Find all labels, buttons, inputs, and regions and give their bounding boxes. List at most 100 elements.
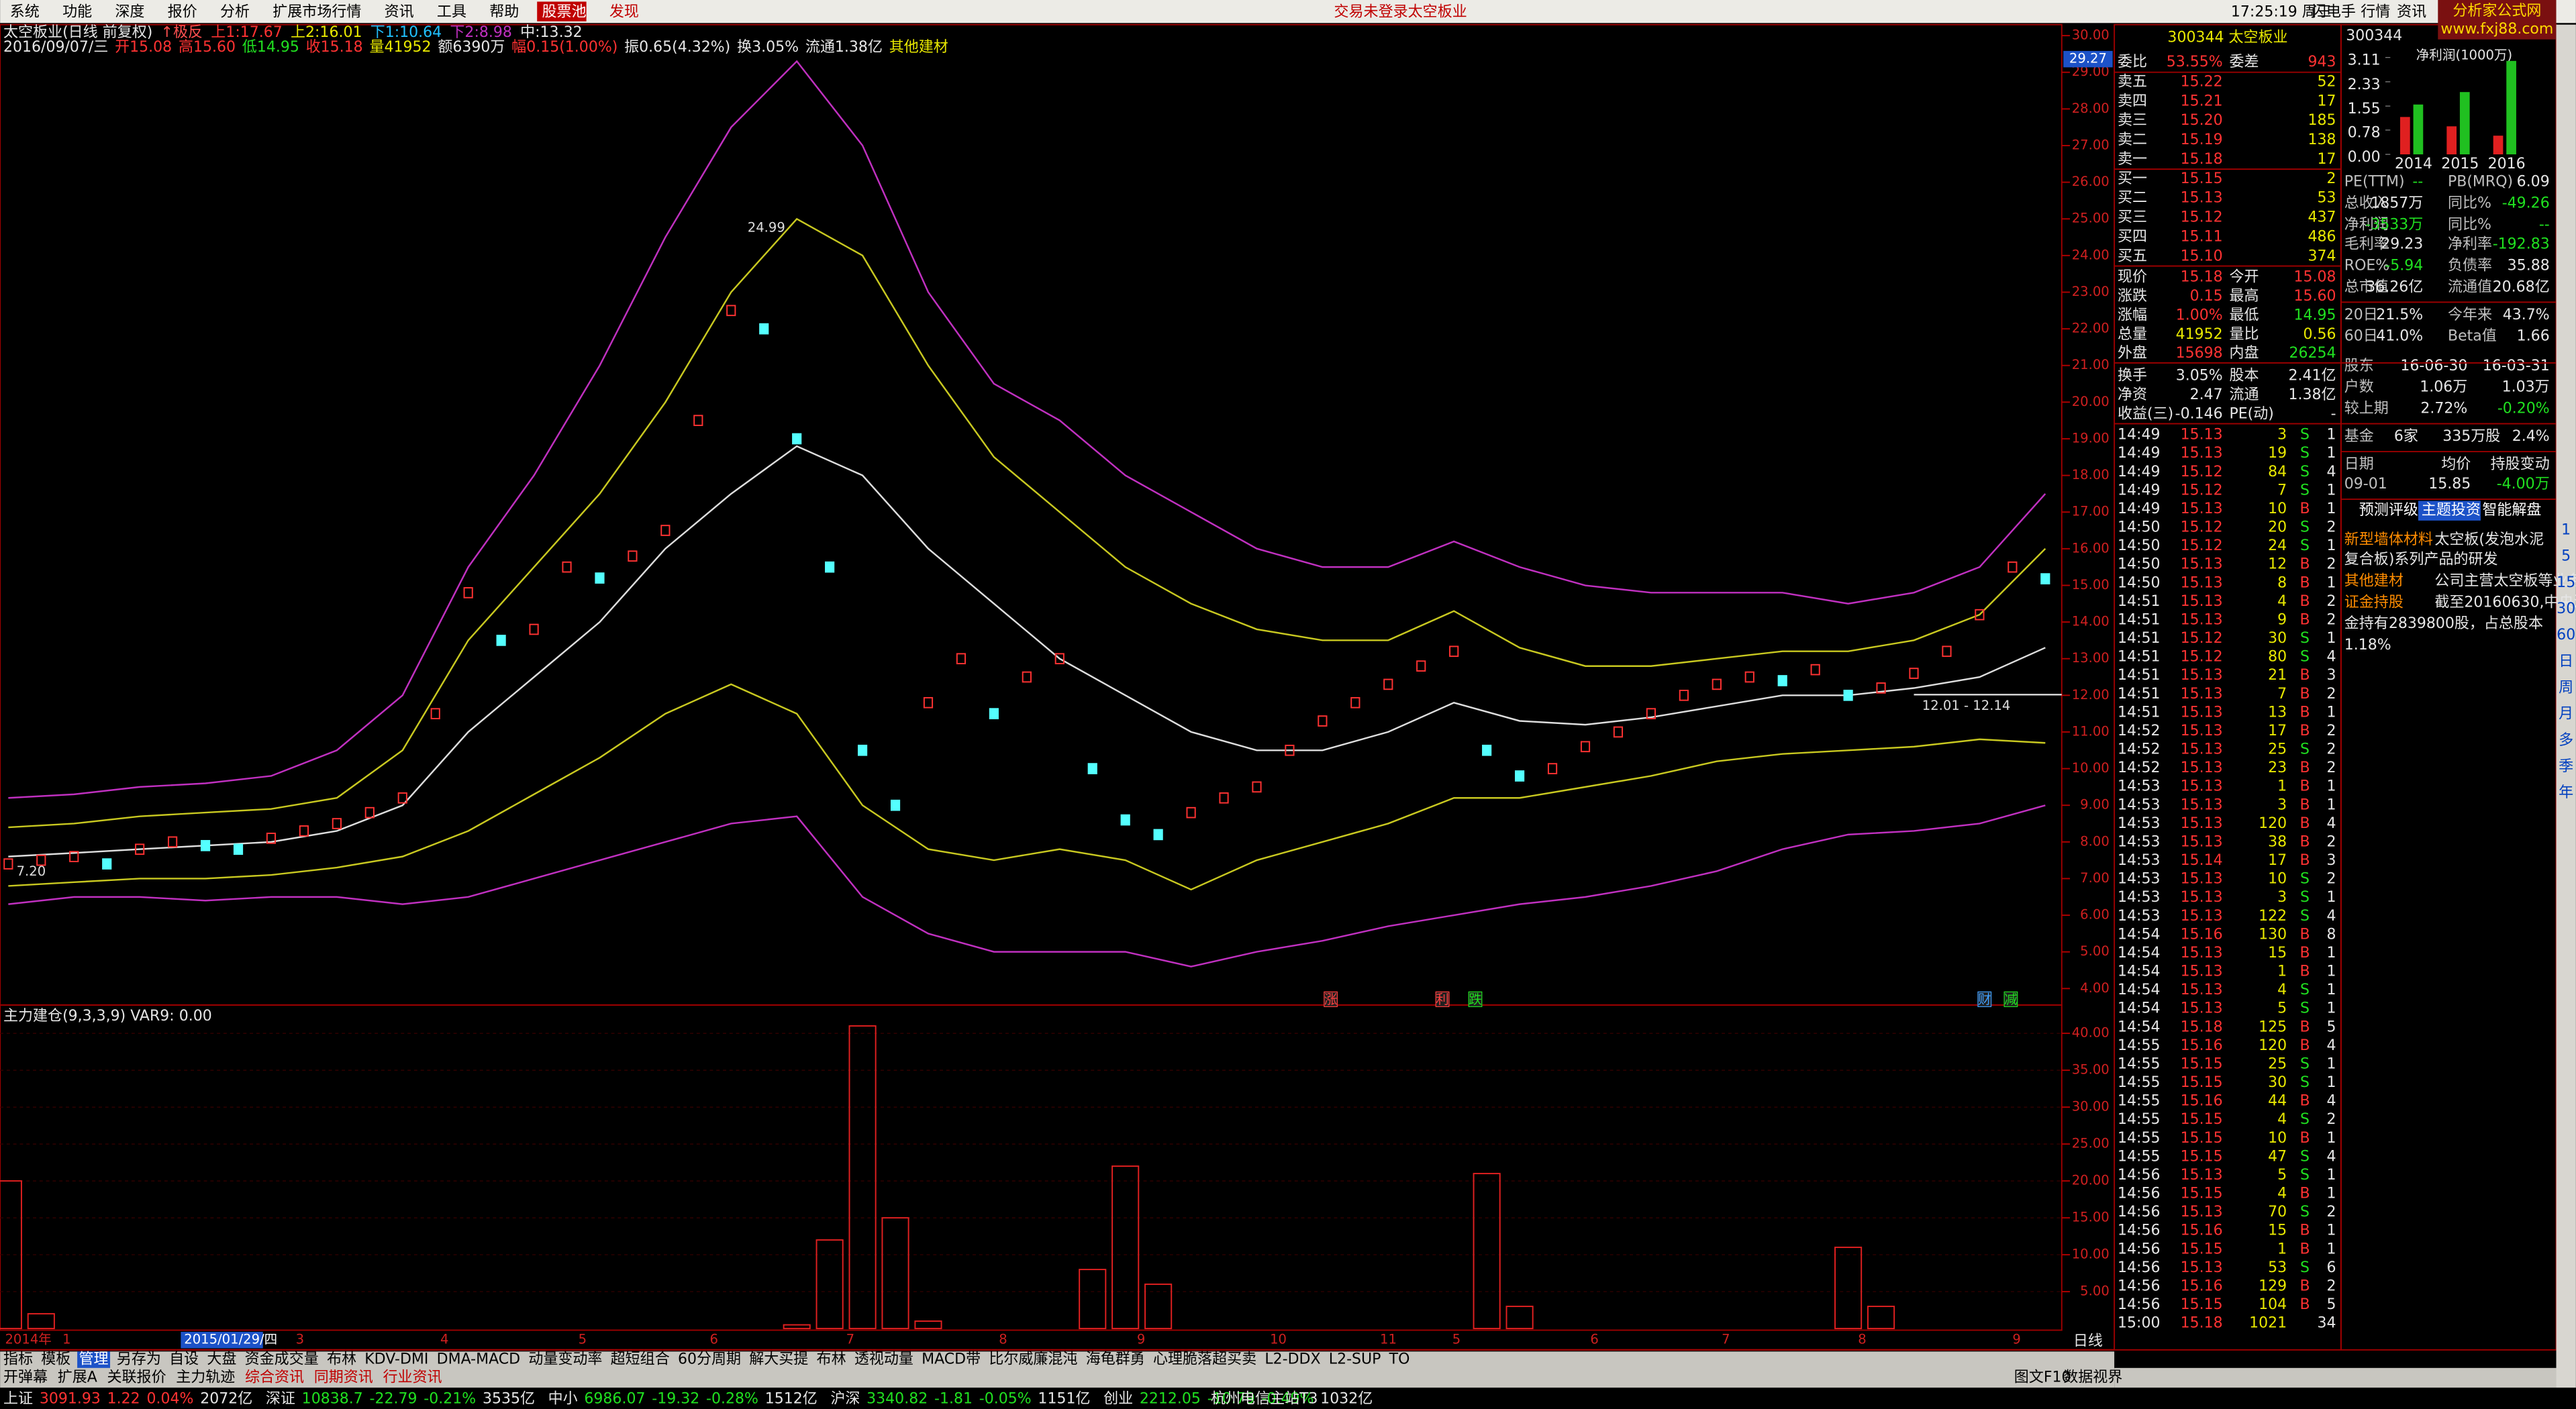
trade-time: 14:56: [2118, 1222, 2160, 1239]
period-button[interactable]: 1: [2561, 522, 2571, 539]
quote-cell: 26254: [2289, 345, 2336, 362]
period-button[interactable]: 季: [2559, 758, 2573, 775]
event-marker[interactable]: 利: [1436, 992, 1449, 1007]
trade-volume: 15: [2268, 945, 2287, 961]
candle: [233, 843, 244, 855]
candle: [1580, 741, 1591, 753]
indicator-tab[interactable]: 另存为: [117, 1351, 161, 1368]
period-button[interactable]: 15: [2557, 574, 2575, 591]
info-tab[interactable]: 综合资讯: [245, 1369, 304, 1386]
trade-side: S: [2300, 1000, 2310, 1017]
indicator-tab[interactable]: 动量变动率: [528, 1351, 602, 1368]
info-tab[interactable]: 开弹幕: [3, 1369, 48, 1386]
indicator-tab[interactable]: 指标: [3, 1351, 33, 1368]
menu-item[interactable]: 报价: [168, 3, 197, 20]
menu-item[interactable]: 功能: [62, 3, 92, 20]
profile-tab[interactable]: 预测评级: [2359, 502, 2418, 519]
menu-item[interactable]: 深度: [115, 3, 144, 20]
indicator-tab[interactable]: 解大买提: [749, 1351, 808, 1368]
info-tab[interactable]: 关联报价: [107, 1369, 166, 1386]
event-marker[interactable]: 涨: [1324, 992, 1338, 1007]
fund-cell: 335万股: [2442, 428, 2500, 445]
cursor-label: 29.27: [2069, 51, 2107, 66]
period-button[interactable]: 5: [2561, 548, 2571, 565]
indicator-bar: [27, 1313, 55, 1330]
indicator-bar: [914, 1320, 942, 1330]
indicator-tab[interactable]: 大盘: [207, 1351, 236, 1368]
indicator-bar: [1867, 1306, 1895, 1330]
menu-item[interactable]: 股票池: [542, 3, 587, 20]
trade-side: B: [2299, 1037, 2310, 1054]
indicator-tab[interactable]: L2-DDX: [1265, 1351, 1320, 1368]
period-button[interactable]: 月: [2559, 706, 2573, 723]
period-button[interactable]: 周: [2559, 680, 2573, 696]
bid-label: 买三: [2118, 209, 2147, 226]
period-button[interactable]: 60: [2557, 627, 2575, 643]
candle: [1777, 675, 1787, 686]
indicator-tab[interactable]: 模板: [41, 1351, 70, 1368]
tool-tab[interactable]: 数据视界: [2063, 1369, 2122, 1386]
indicator-tab[interactable]: 透视动量: [854, 1351, 913, 1368]
quote-cell: 15.18: [2181, 269, 2223, 286]
indicator-tab[interactable]: 60分周期: [678, 1351, 741, 1368]
period-button[interactable]: 多: [2559, 732, 2573, 749]
trade-price: 15.13: [2181, 1000, 2223, 1017]
event-marker[interactable]: 跌: [1469, 992, 1482, 1007]
menu-item[interactable]: 发现: [609, 3, 639, 20]
trade-side: B: [2299, 686, 2310, 702]
y-tick-label: 25.00: [2072, 1136, 2110, 1151]
trade-time: 14:51: [2118, 649, 2160, 666]
info-tab[interactable]: 主力轨迹: [176, 1369, 235, 1386]
indicator-tab[interactable]: 管理: [79, 1351, 109, 1368]
period-button[interactable]: 30: [2557, 601, 2575, 617]
candle: [3, 858, 13, 870]
indicator-tab[interactable]: KDV-DMI: [364, 1351, 428, 1368]
tool-tab[interactable]: 图文F10: [2014, 1369, 2071, 1386]
info-tab[interactable]: 扩展A: [58, 1369, 97, 1386]
trade-time: 14:53: [2118, 871, 2160, 888]
menu-item[interactable]: 资讯: [385, 3, 414, 20]
quote-cell: 0.56: [2303, 326, 2336, 343]
indicator-tab[interactable]: 比尔威廉混沌: [989, 1351, 1077, 1368]
profile-tab[interactable]: 智能解盘: [2482, 502, 2541, 519]
event-marker[interactable]: 财: [1978, 992, 1991, 1007]
indicator-tab[interactable]: TO: [1389, 1351, 1410, 1368]
indicator-tab[interactable]: 超短组合: [611, 1351, 670, 1368]
fin-label: 流通值: [2448, 278, 2492, 295]
indicator-tab[interactable]: 布林: [817, 1351, 846, 1368]
indicator-tab[interactable]: 布林: [327, 1351, 356, 1368]
menu-item[interactable]: 系统: [10, 3, 40, 20]
trade-time: 14:55: [2118, 1055, 2160, 1072]
trade-time: 14:53: [2118, 889, 2160, 906]
y-tick-label: 24.00: [2072, 247, 2110, 262]
holder-value: 1.06万: [2420, 379, 2467, 396]
indicator-tab[interactable]: 海龟群勇: [1086, 1351, 1145, 1368]
menu-item[interactable]: 工具: [437, 3, 466, 20]
profile-tab[interactable]: 主题投资: [2422, 502, 2481, 519]
menu-button[interactable]: 闪电手: [2312, 3, 2356, 20]
candle: [496, 635, 506, 646]
trade-time: 14:55: [2118, 1037, 2160, 1054]
period-button[interactable]: 年: [2559, 784, 2573, 801]
indicator-tab[interactable]: 资金成交量: [245, 1351, 319, 1368]
indicator-tab[interactable]: DMA-MACD: [437, 1351, 520, 1368]
indicator-tab[interactable]: 自设: [169, 1351, 199, 1368]
period-button[interactable]: 日: [2559, 653, 2573, 670]
indicator-tab[interactable]: 心理脆落超买卖: [1153, 1351, 1256, 1368]
indicator-tab[interactable]: L2-SUP: [1329, 1351, 1381, 1368]
quote-cell: 涨跌: [2118, 288, 2147, 305]
menu-button[interactable]: 资讯: [2397, 3, 2426, 20]
trade-volume: 53: [2268, 1259, 2287, 1276]
trade-volume: 120: [2259, 815, 2287, 832]
candle: [1515, 770, 1525, 782]
menu-item[interactable]: 帮助: [489, 3, 519, 20]
info-tab[interactable]: 同期资讯: [314, 1369, 373, 1386]
menu-item[interactable]: 扩展市场行情: [273, 3, 361, 20]
event-marker[interactable]: 减: [2004, 992, 2018, 1007]
fin-label: ROE%: [2344, 258, 2389, 274]
indicator-tab[interactable]: MACD带: [922, 1351, 981, 1368]
trade-time: 14:55: [2118, 1130, 2160, 1147]
info-tab[interactable]: 行业资讯: [383, 1369, 442, 1386]
menu-button[interactable]: 行情: [2361, 3, 2390, 20]
menu-item[interactable]: 分析: [220, 3, 250, 20]
